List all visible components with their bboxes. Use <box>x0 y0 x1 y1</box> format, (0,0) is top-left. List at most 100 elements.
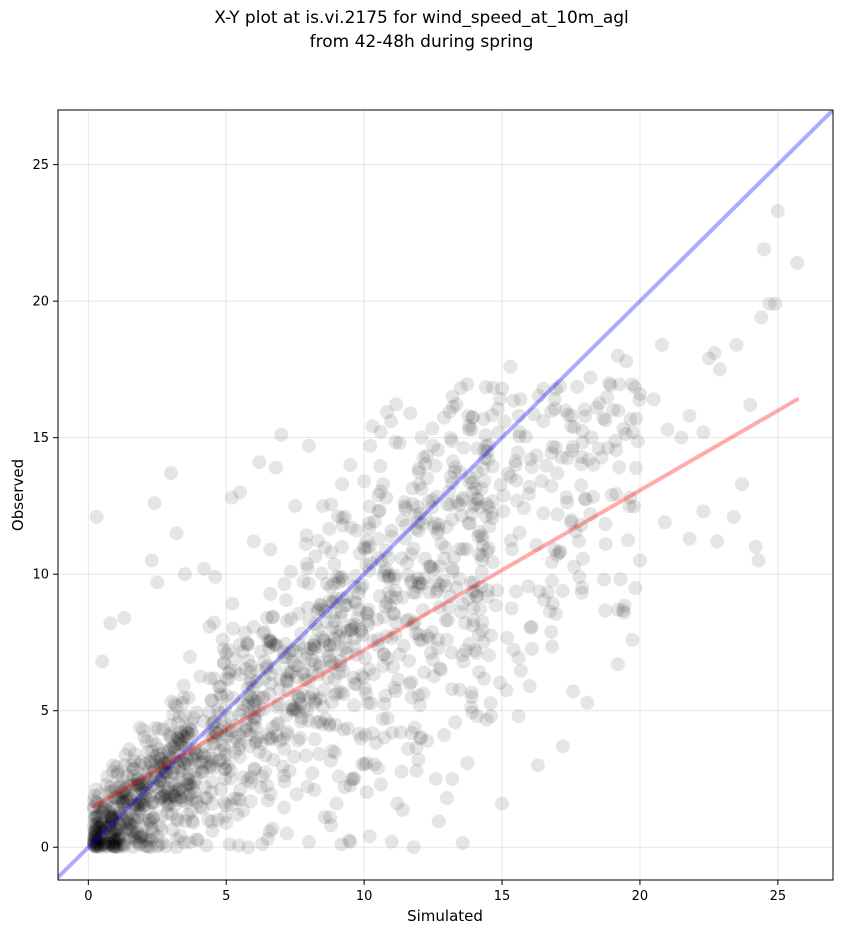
scatter-point <box>169 754 184 769</box>
scatter-point <box>182 835 197 850</box>
scatter-point <box>317 683 332 698</box>
scatter-point <box>424 624 439 639</box>
scatter-point <box>202 619 217 634</box>
scatter-point <box>142 830 157 845</box>
scatter-point <box>554 450 569 465</box>
scatter-point <box>359 785 374 800</box>
scatter-point <box>89 823 104 838</box>
scatter-point <box>126 769 141 784</box>
scatter-point <box>88 810 103 825</box>
scatter-point <box>108 839 123 854</box>
scatter-point <box>581 452 596 467</box>
scatter-point <box>114 808 129 823</box>
scatter-point <box>236 803 251 818</box>
scatter-point <box>285 643 300 658</box>
scatter-point <box>474 565 489 580</box>
scatter-point <box>230 807 245 822</box>
scatter-point <box>405 481 420 496</box>
scatter-point <box>90 839 105 854</box>
chart-title: X-Y plot at is.vi.2175 for wind_speed_at… <box>214 8 629 28</box>
scatter-point <box>405 496 420 511</box>
scatter-point <box>136 798 151 813</box>
scatter-point <box>324 818 339 833</box>
scatter-point <box>299 556 314 571</box>
scatter-point <box>100 769 115 784</box>
scatter-point <box>311 622 326 637</box>
scatter-point <box>213 679 228 694</box>
scatter-point <box>287 749 302 764</box>
scatter-point <box>355 756 370 771</box>
scatter-point <box>387 607 402 622</box>
scatter-point <box>109 831 124 846</box>
scatter-point <box>407 615 422 630</box>
scatter-point <box>400 556 415 571</box>
scatter-point <box>313 597 328 612</box>
scatter-point <box>426 520 441 535</box>
scatter-point <box>496 488 511 503</box>
scatter-point <box>364 696 379 711</box>
scatter-point <box>438 578 453 593</box>
scatter-point <box>106 839 121 854</box>
scatter-point <box>87 828 102 843</box>
scatter-point <box>545 596 560 611</box>
scatter-point <box>150 829 165 844</box>
scatter-point <box>248 712 263 727</box>
scatter-point <box>701 351 716 366</box>
scatter-point <box>165 765 180 780</box>
scatter-point <box>224 490 239 505</box>
scatter-point <box>263 787 278 802</box>
scatter-point <box>143 813 158 828</box>
scatter-point <box>238 720 253 735</box>
scatter-point <box>404 675 419 690</box>
scatter-point <box>362 516 377 531</box>
scatter-point <box>171 813 186 828</box>
scatter-point <box>518 429 533 444</box>
scatter-point <box>166 766 181 781</box>
scatter-point <box>104 784 119 799</box>
scatter-point <box>279 826 294 841</box>
scatter-point <box>224 797 239 812</box>
scatter-point <box>102 836 117 851</box>
scatter-point <box>621 533 636 548</box>
scatter-point <box>138 833 153 848</box>
scatter-point <box>343 457 358 472</box>
scatter-point <box>153 790 168 805</box>
scatter-point <box>611 403 626 418</box>
scatter-point <box>223 663 238 678</box>
scatter-point <box>328 717 343 732</box>
scatter-point <box>259 659 274 674</box>
scatter-point <box>553 544 568 559</box>
scatter-point <box>432 559 447 574</box>
scatter-point <box>154 809 169 824</box>
scatter-point <box>185 727 200 742</box>
scatter-point <box>438 540 453 555</box>
one-to-one-line <box>58 110 833 880</box>
scatter-point <box>444 645 459 660</box>
scatter-point <box>110 765 125 780</box>
scatter-point <box>97 836 112 851</box>
scatter-point <box>412 698 427 713</box>
scatter-point <box>249 734 264 749</box>
scatter-point <box>252 455 267 470</box>
scatter-point <box>133 797 148 812</box>
scatter-point <box>575 424 590 439</box>
x-axis-label: Simulated <box>407 907 483 925</box>
scatter-point <box>485 494 500 509</box>
scatter-point <box>338 630 353 645</box>
scatter-point <box>333 654 348 669</box>
scatter-point <box>378 688 393 703</box>
scatter-point <box>101 785 116 800</box>
scatter-point <box>351 586 366 601</box>
scatter-point <box>352 726 367 741</box>
scatter-point <box>293 696 308 711</box>
scatter-point <box>329 569 344 584</box>
scatter-point <box>88 795 103 810</box>
scatter-point <box>145 795 160 810</box>
scatter-point <box>172 764 187 779</box>
scatter-point <box>564 408 579 423</box>
scatter-point <box>475 538 490 553</box>
scatter-point <box>92 821 107 836</box>
scatter-point <box>135 791 150 806</box>
scatter-point <box>139 816 154 831</box>
scatter-point <box>382 568 397 583</box>
